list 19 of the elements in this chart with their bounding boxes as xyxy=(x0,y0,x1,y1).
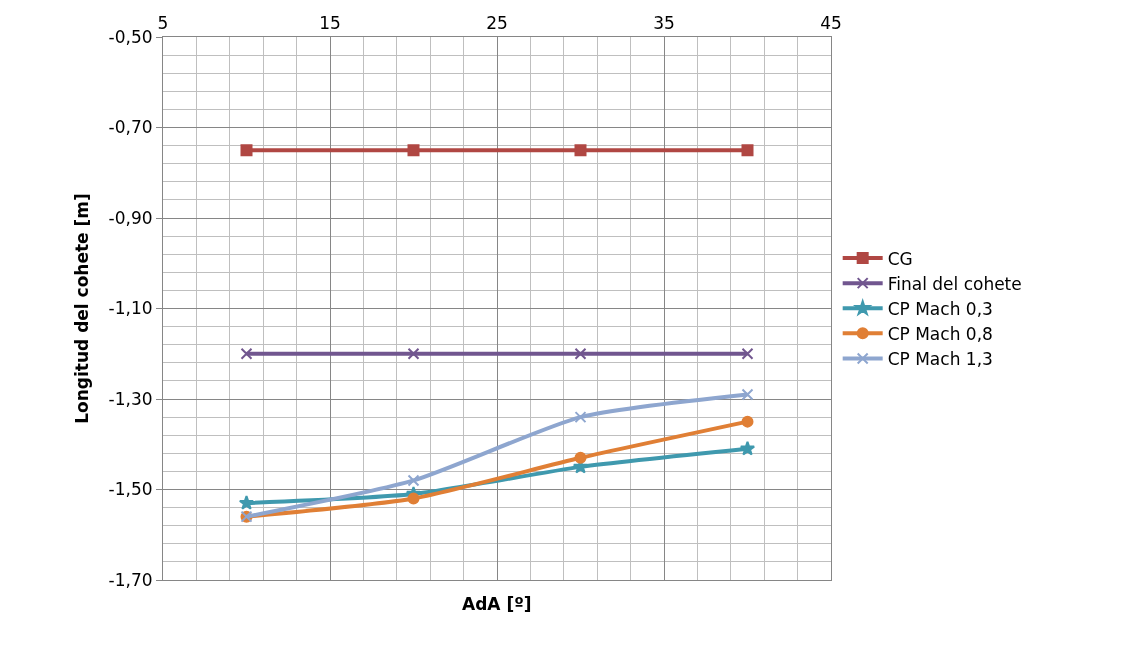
legend-label: CP Mach 1,3 xyxy=(887,349,993,370)
legend-label: CP Mach 0,8 xyxy=(887,323,993,344)
y-tick-label: -1,50 xyxy=(108,479,153,500)
x-tick-label: 45 xyxy=(820,13,842,34)
y-tick-label: -0,70 xyxy=(108,117,153,138)
y-tick-label: -0,50 xyxy=(108,26,153,47)
y-tick-label: -1,30 xyxy=(108,388,153,409)
y-tick-label: -1,10 xyxy=(108,298,153,319)
legend-label: CP Mach 0,3 xyxy=(887,298,993,319)
x-tick-label: 5 xyxy=(157,13,169,34)
x-tick-label: 25 xyxy=(486,13,508,34)
legend-label: CG xyxy=(887,248,913,269)
legend-label: Final del cohete xyxy=(887,273,1022,294)
y-tick-label: -0,90 xyxy=(108,207,153,228)
y-axis-title: Longitud del cohete [m] xyxy=(72,193,93,424)
x-tick-label: 15 xyxy=(319,13,341,34)
x-tick-label: 35 xyxy=(653,13,675,34)
x-axis-title: AdA [º] xyxy=(462,594,532,614)
y-tick-label: -1,70 xyxy=(108,569,153,590)
